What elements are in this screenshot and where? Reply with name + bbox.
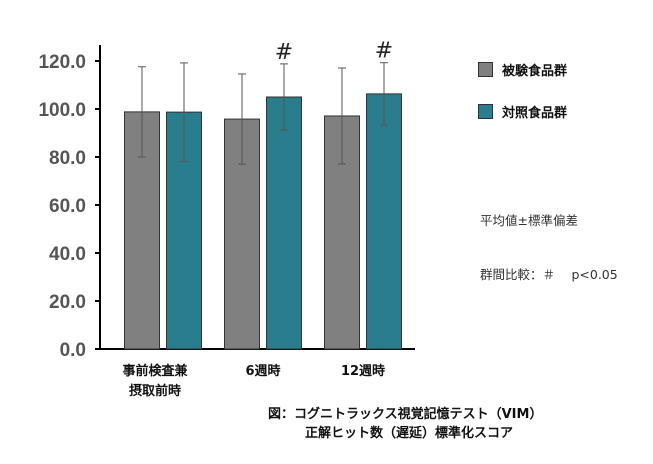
x-category-label: 6週時 — [245, 363, 280, 379]
statistics-note-line2: 群間比較：＃ p<0.05 — [480, 267, 618, 282]
y-tick-label: 100.0 — [38, 100, 86, 121]
legend-item-test-group: 被験食品群 — [478, 58, 567, 80]
y-tick-label: 40.0 — [49, 244, 86, 265]
significance-mark: # — [275, 40, 293, 65]
legend-swatch-control-group — [478, 103, 493, 119]
legend-label-control-group: 対照食品群 — [502, 105, 568, 121]
statistics-note-line1: 平均値±標準偏差 — [480, 213, 578, 228]
bar — [266, 96, 302, 350]
y-tick-label: 0.0 — [60, 340, 86, 361]
y-tick-label: 80.0 — [49, 148, 86, 169]
figure-caption: 図：コグニトラックス視覚記憶テスト（VIM） 正解ヒット数（遅延）標準化スコア — [268, 405, 542, 443]
significance-mark: # — [375, 39, 393, 64]
figure-caption-line1: 図：コグニトラックス視覚記憶テスト（VIM） — [268, 407, 543, 422]
x-category-label: 事前検査兼 — [122, 363, 188, 379]
y-tick-label: 20.0 — [49, 292, 86, 313]
figure-caption-line2: 正解ヒット数（遅延）標準化スコア — [305, 426, 514, 441]
legend: 被験食品群 対照食品群 — [478, 58, 567, 142]
bar — [366, 93, 402, 350]
x-category-label: 摂取前時 — [129, 383, 181, 399]
legend-label-test-group: 被験食品群 — [502, 63, 568, 79]
statistics-note: 平均値±標準偏差 群間比較：＃ p<0.05 — [480, 176, 618, 302]
y-tick-label: 60.0 — [49, 196, 86, 217]
legend-swatch-test-group — [478, 61, 493, 77]
legend-item-control-group: 対照食品群 — [478, 100, 567, 122]
y-tick-label: 120.0 — [38, 52, 86, 73]
x-category-label: 12週時 — [341, 363, 385, 379]
